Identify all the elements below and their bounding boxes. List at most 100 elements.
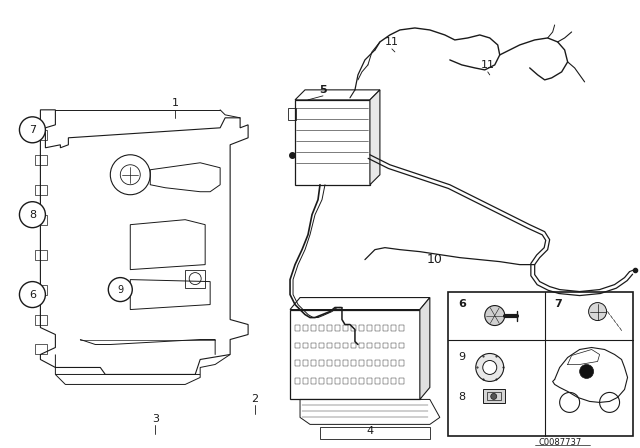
Text: 8: 8 — [29, 210, 36, 220]
Bar — [359, 379, 364, 384]
Bar — [327, 379, 332, 384]
Text: 7: 7 — [554, 298, 561, 309]
Circle shape — [484, 306, 505, 326]
Text: 5: 5 — [319, 85, 327, 95]
Bar — [375, 379, 380, 384]
Bar — [359, 361, 364, 366]
Bar — [359, 324, 364, 331]
Bar — [399, 379, 404, 384]
Circle shape — [19, 202, 45, 228]
Polygon shape — [295, 90, 380, 100]
Bar — [391, 361, 396, 366]
Text: 11: 11 — [385, 37, 399, 47]
Bar — [35, 155, 47, 165]
Text: 7: 7 — [29, 125, 36, 135]
Bar — [295, 100, 370, 185]
Text: 2: 2 — [252, 394, 259, 405]
Bar — [295, 343, 300, 349]
Bar — [367, 343, 372, 349]
Circle shape — [559, 392, 580, 413]
Bar — [35, 314, 47, 324]
Bar — [35, 185, 47, 195]
Bar — [399, 361, 404, 366]
Polygon shape — [420, 297, 430, 400]
Bar — [367, 324, 372, 331]
Bar — [391, 343, 396, 349]
Circle shape — [589, 302, 607, 320]
Bar — [399, 324, 404, 331]
Bar — [35, 284, 47, 295]
Bar — [303, 324, 308, 331]
Bar — [343, 379, 348, 384]
Polygon shape — [290, 297, 430, 310]
Bar — [185, 270, 205, 288]
Text: 8: 8 — [458, 392, 465, 402]
Bar — [303, 379, 308, 384]
Circle shape — [19, 117, 45, 143]
Text: 6: 6 — [458, 298, 466, 309]
Bar — [335, 361, 340, 366]
Bar — [311, 361, 316, 366]
Bar — [35, 130, 47, 140]
Bar — [303, 361, 308, 366]
Bar — [391, 379, 396, 384]
Bar — [295, 324, 300, 331]
Bar — [335, 343, 340, 349]
Circle shape — [19, 282, 45, 308]
Bar — [295, 379, 300, 384]
Bar — [375, 343, 380, 349]
Bar — [319, 379, 324, 384]
Bar — [351, 361, 356, 366]
Bar — [487, 392, 500, 401]
Bar — [311, 343, 316, 349]
Bar — [375, 361, 380, 366]
Bar — [335, 379, 340, 384]
Bar — [35, 215, 47, 225]
Bar — [327, 324, 332, 331]
Bar — [383, 361, 388, 366]
Bar — [367, 361, 372, 366]
Bar — [327, 343, 332, 349]
Bar — [288, 108, 296, 120]
Bar — [343, 361, 348, 366]
Bar — [351, 324, 356, 331]
Bar — [303, 343, 308, 349]
Text: 1: 1 — [172, 98, 179, 108]
Bar — [343, 343, 348, 349]
Bar — [383, 343, 388, 349]
Bar — [375, 324, 380, 331]
Text: C0087737: C0087737 — [538, 438, 581, 447]
Text: 9: 9 — [458, 353, 465, 362]
Text: 11: 11 — [481, 60, 495, 70]
Circle shape — [483, 361, 497, 375]
Circle shape — [580, 365, 594, 379]
Bar — [290, 310, 420, 400]
Circle shape — [476, 353, 504, 381]
Text: 6: 6 — [29, 289, 36, 300]
Bar — [319, 324, 324, 331]
Bar — [311, 379, 316, 384]
Bar — [335, 324, 340, 331]
Bar — [319, 361, 324, 366]
Bar — [383, 324, 388, 331]
Circle shape — [491, 393, 497, 400]
Bar — [327, 361, 332, 366]
Bar — [311, 324, 316, 331]
Bar — [391, 324, 396, 331]
Bar — [383, 379, 388, 384]
Text: 9: 9 — [117, 284, 124, 295]
Bar — [367, 379, 372, 384]
Bar — [35, 345, 47, 354]
Bar — [483, 389, 505, 403]
Text: 4: 4 — [366, 426, 374, 436]
Circle shape — [600, 392, 620, 413]
Text: 3: 3 — [152, 414, 159, 424]
Bar — [351, 379, 356, 384]
Bar — [35, 250, 47, 260]
Text: 10: 10 — [427, 253, 443, 266]
Bar — [295, 361, 300, 366]
Bar — [448, 292, 632, 436]
Bar — [351, 343, 356, 349]
Bar — [399, 343, 404, 349]
Bar — [343, 324, 348, 331]
